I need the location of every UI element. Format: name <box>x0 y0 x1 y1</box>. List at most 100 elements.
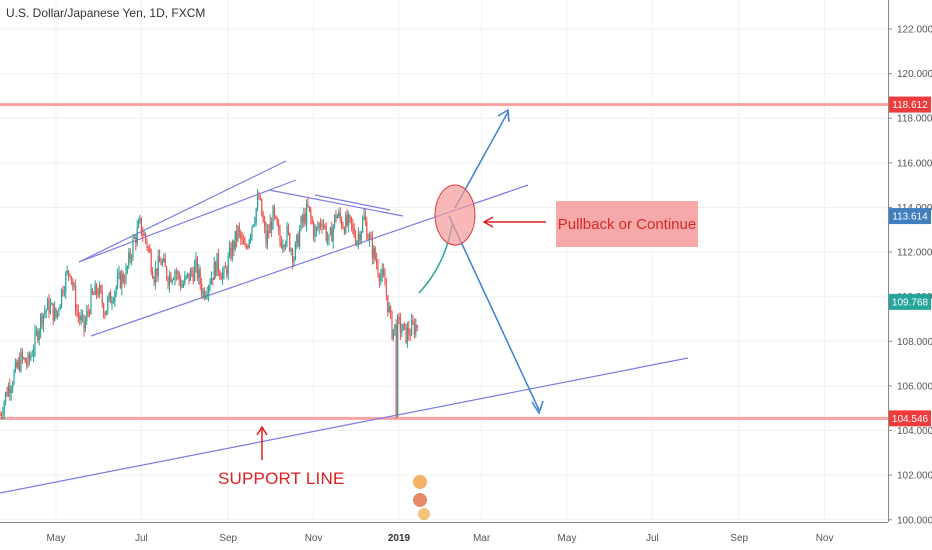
candle-body <box>35 330 37 332</box>
candle-body <box>58 309 60 311</box>
candle-body <box>338 212 340 217</box>
candle-body <box>96 284 98 295</box>
candle-body <box>405 324 407 343</box>
candle-body <box>279 229 281 242</box>
candle-body <box>385 285 387 296</box>
candle-body <box>76 311 78 313</box>
candle-body <box>66 270 68 274</box>
candle-body <box>321 225 323 227</box>
candle-body <box>104 314 106 316</box>
candle-body <box>164 258 166 267</box>
candle-body <box>357 234 359 242</box>
candle-body <box>391 311 393 339</box>
candle-body <box>399 317 401 333</box>
candle-body <box>304 213 306 225</box>
candle-body <box>55 307 57 317</box>
x-tick-label: Nov <box>816 533 834 544</box>
candle-body <box>6 392 8 396</box>
candle-body <box>203 290 205 298</box>
candle-body <box>332 226 334 242</box>
horizontal-levels <box>0 103 888 420</box>
candle-body <box>320 223 322 226</box>
candle-body <box>238 226 240 232</box>
candle-body <box>359 234 361 241</box>
candle-body <box>45 309 47 312</box>
candle-body <box>315 227 317 231</box>
candle-body <box>322 225 324 227</box>
candle-body <box>159 256 161 263</box>
chart-title: U.S. Dollar/Japanese Yen, 1D, FXCM <box>6 6 206 20</box>
candle-body <box>223 267 225 273</box>
candle-body <box>363 215 365 220</box>
candle-body <box>110 292 112 304</box>
candle-body <box>208 286 210 295</box>
candle-body <box>19 359 21 371</box>
candle-body <box>77 312 79 317</box>
candle-body <box>307 204 309 207</box>
candle-body <box>135 237 137 244</box>
candle-body <box>250 235 252 240</box>
candle-body <box>166 266 168 279</box>
price-label-bg <box>889 293 931 310</box>
candle-body <box>366 221 368 239</box>
candle-body <box>154 268 156 283</box>
candle-body <box>383 269 385 276</box>
candle-body <box>266 230 268 244</box>
candle-body <box>194 265 196 281</box>
candle-body <box>404 324 406 326</box>
candle-body <box>300 216 302 230</box>
candle-body <box>311 217 313 224</box>
candle-body <box>293 259 295 263</box>
candle-body <box>114 292 116 302</box>
candle-body <box>171 279 173 283</box>
candle-body <box>334 214 336 227</box>
candle-body <box>234 230 236 250</box>
candle-body <box>384 275 386 286</box>
candle-body <box>150 252 152 272</box>
candle-body <box>59 305 61 310</box>
candle-body <box>185 275 187 277</box>
candle-body <box>173 279 175 281</box>
candle-body <box>42 313 44 325</box>
candle-body <box>331 227 333 242</box>
candle-body <box>406 327 408 343</box>
x-tick-label: May <box>47 533 66 544</box>
candle-body <box>126 266 128 269</box>
candle-body <box>9 386 11 394</box>
wedge-top-inner <box>314 194 391 211</box>
candle-body <box>21 351 23 358</box>
candle-body <box>34 331 36 351</box>
candle-body <box>199 269 201 285</box>
candle-body <box>258 196 260 199</box>
candle-body <box>38 330 40 341</box>
candle-body <box>257 196 259 209</box>
candle-body <box>5 392 7 402</box>
candle-body <box>297 234 299 247</box>
candle-body <box>286 226 288 244</box>
candle-body <box>237 226 239 240</box>
candle-body <box>181 286 183 288</box>
candle-body <box>198 269 200 279</box>
candle-body <box>364 215 366 222</box>
candle-body <box>394 324 396 330</box>
candle-body <box>98 285 100 296</box>
candle-body <box>119 272 121 289</box>
candle-body <box>87 311 89 313</box>
candle-body <box>336 216 338 219</box>
candle-body <box>259 198 261 200</box>
candle-body <box>308 206 310 210</box>
candle-body <box>94 284 96 295</box>
candle-body <box>2 413 4 416</box>
chart-grid <box>0 0 888 522</box>
candle-body <box>360 231 362 241</box>
candle-body <box>31 355 33 357</box>
candle-body <box>226 268 228 275</box>
price-label-text: 104.546 <box>892 414 929 425</box>
candle-body <box>370 235 372 238</box>
candle-body <box>112 301 114 303</box>
candle-body <box>93 293 95 295</box>
candle-body <box>0 414 1 416</box>
candle-body <box>136 227 138 244</box>
candle-body <box>219 271 221 277</box>
candle-body <box>192 273 194 281</box>
